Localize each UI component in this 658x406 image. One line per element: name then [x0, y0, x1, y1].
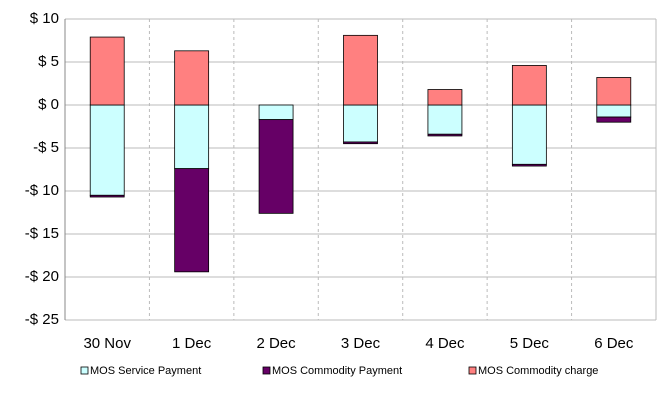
bar: [511, 104, 547, 165]
x-tick-label: 5 Dec: [510, 335, 550, 352]
y-tick-label: $ 0: [38, 96, 59, 113]
y-tick-label: -$ 5: [33, 139, 59, 156]
x-tick-label: 30 Nov: [83, 335, 131, 352]
bar: [596, 77, 632, 106]
x-tick-label: 4 Dec: [425, 335, 465, 352]
bar: [427, 104, 463, 135]
x-tick-label: 6 Dec: [594, 335, 634, 352]
bar: [427, 133, 463, 137]
y-tick-label: $ 10: [30, 10, 59, 27]
y-tick-label: -$ 10: [25, 182, 59, 199]
y-tick-label: -$ 20: [25, 268, 59, 285]
bar: [174, 104, 210, 170]
x-tick-label: 3 Dec: [341, 335, 381, 352]
legend-label: MOS Service Payment: [90, 365, 201, 377]
bar: [258, 119, 294, 214]
y-tick-label: -$ 15: [25, 225, 59, 242]
bar: [343, 104, 378, 143]
bar: [511, 163, 547, 167]
bar: [511, 65, 547, 106]
bar: [343, 141, 378, 145]
legend-label: MOS Commodity Payment: [272, 365, 402, 377]
bar: [174, 50, 210, 106]
bar: [596, 104, 632, 118]
legend-swatch: [262, 366, 271, 375]
x-tick-label: 2 Dec: [256, 335, 296, 352]
bar: [89, 194, 125, 198]
bar: [89, 36, 125, 106]
bar: [258, 104, 294, 121]
bar: [343, 34, 378, 106]
x-tick-label: 1 Dec: [172, 335, 212, 352]
bar: [596, 116, 632, 123]
bar: [174, 168, 210, 273]
y-tick-label: $ 5: [38, 53, 59, 70]
bar: [427, 89, 463, 106]
legend-label: MOS Commodity charge: [478, 365, 598, 377]
legend-swatch: [468, 366, 477, 375]
bar: [89, 104, 125, 196]
y-tick-label: -$ 25: [25, 311, 59, 328]
legend-swatch: [80, 366, 89, 375]
